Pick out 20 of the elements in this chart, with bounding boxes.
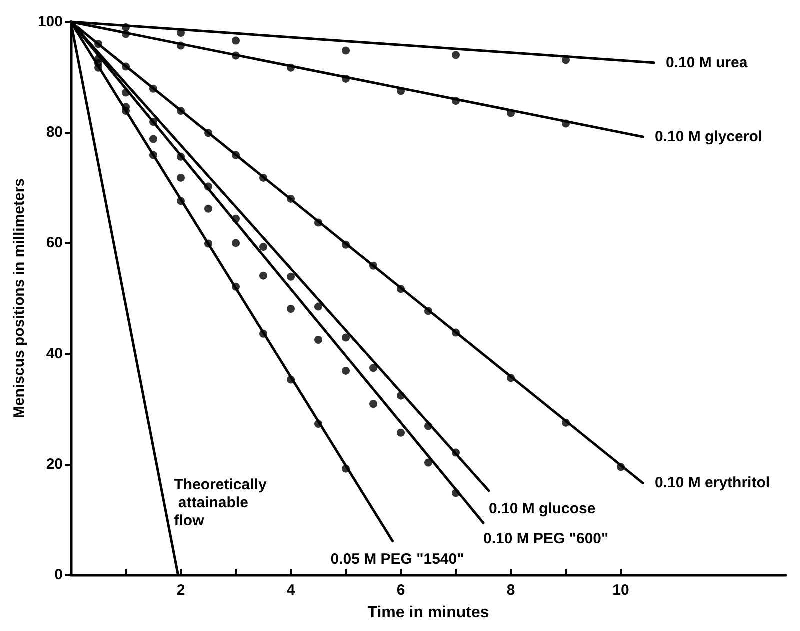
x-tick-label: 8 bbox=[506, 582, 516, 599]
series-label: 0.10 M glucose bbox=[489, 500, 596, 518]
y-tick-label: 20 bbox=[46, 456, 63, 473]
y-tick-label: 40 bbox=[46, 345, 63, 362]
y-axis-title: Meniscus positions in millimeters bbox=[11, 178, 28, 419]
series-label: 0.10 M PEG "600" bbox=[484, 530, 609, 548]
y-tick-label: 80 bbox=[46, 124, 63, 142]
series-label: Theoretically attainable flow bbox=[174, 476, 268, 530]
series-label: 0.05 M PEG "1540" bbox=[330, 550, 464, 568]
series-label: 0.10 M urea bbox=[666, 54, 748, 72]
x-tick-label: 2 bbox=[176, 582, 186, 599]
y-tick-label: 0 bbox=[54, 566, 63, 584]
series-label: 0.10 M erythritol bbox=[655, 474, 770, 492]
y-tick-label: 60 bbox=[46, 234, 63, 252]
x-axis-title: Time in minutes bbox=[368, 604, 490, 622]
series-label: 0.10 M glycerol bbox=[655, 128, 763, 146]
y-tick-label: 100 bbox=[38, 14, 63, 30]
x-tick-label: 10 bbox=[612, 582, 630, 599]
x-tick-label: 6 bbox=[396, 582, 406, 599]
x-tick-label: 4 bbox=[286, 582, 296, 599]
